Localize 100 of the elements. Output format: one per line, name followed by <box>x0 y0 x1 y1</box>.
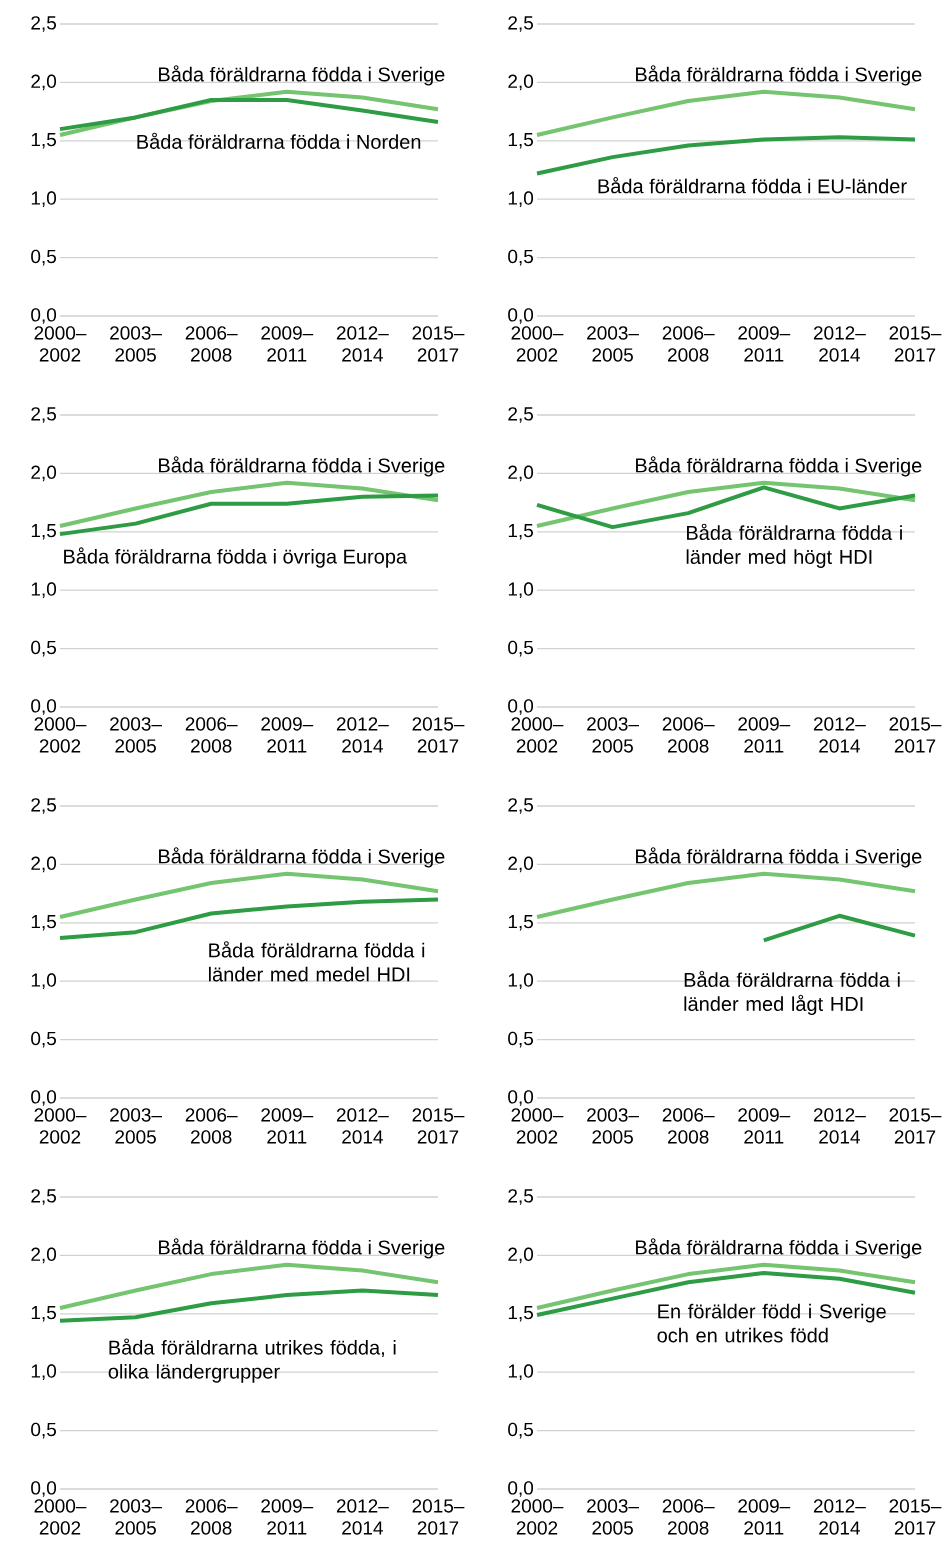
x-tick-label: 2012–2014 <box>813 1108 866 1144</box>
series-label: Båda föräldrarna födda i Sverige <box>636 456 922 477</box>
y-tick-label: 1,5 <box>508 1306 534 1322</box>
line-series <box>58 871 440 919</box>
y-tick-label: 0,0 <box>31 1481 57 1497</box>
y-tick-label: 0,0 <box>508 1090 534 1106</box>
y-tick-label: 0,5 <box>31 640 56 657</box>
y-tick-label: 2,0 <box>508 856 534 873</box>
y-tick-label: 2,5 <box>508 407 534 423</box>
x-tick-label: 2009–2011 <box>738 1499 791 1535</box>
x-tick-label: 2009–2011 <box>738 326 791 362</box>
series-label: Båda föräldrarna födda i Sverige <box>636 1238 922 1259</box>
x-tick-label: 2006–2008 <box>185 1108 238 1144</box>
x-tick-label: 2015–2017 <box>412 1499 465 1535</box>
x-tick-label: 2003–2005 <box>587 1499 639 1535</box>
x-tick-label: 2000–2002 <box>34 717 87 753</box>
y-tick-label: 1,5 <box>31 1306 56 1322</box>
y-tick-label: 2,5 <box>31 16 56 32</box>
y-tick-label: 2,5 <box>508 16 534 32</box>
x-tick-label: 2012–2014 <box>813 717 866 753</box>
y-tick-label: 1,5 <box>508 915 534 931</box>
y-tick-label: 2,0 <box>31 1247 57 1264</box>
x-tick-label: 2012–2014 <box>813 1499 866 1535</box>
y-tick-label: 2,0 <box>31 465 57 482</box>
y-tick-label: 2,0 <box>31 74 57 91</box>
x-tick-label: 2015–2017 <box>889 1108 942 1144</box>
line-series <box>58 897 440 940</box>
y-tick-label: 1,5 <box>31 915 56 931</box>
y-tick-label: 0,5 <box>31 1031 56 1048</box>
y-tick-label: 1,0 <box>31 191 57 208</box>
x-tick-label: 2003–2005 <box>110 717 162 753</box>
x-tick-label: 2003–2005 <box>110 326 162 362</box>
x-tick-label: 2012–2014 <box>336 326 389 362</box>
y-tick-label: 0,5 <box>508 1031 534 1048</box>
y-tick-label: 0,0 <box>31 699 57 715</box>
line-series <box>58 97 440 132</box>
x-tick-label: 2006–2008 <box>185 326 238 362</box>
x-tick-label: 2012–2014 <box>813 326 866 362</box>
x-tick-label: 2000–2002 <box>511 717 564 753</box>
y-tick-label: 0,5 <box>31 1422 56 1439</box>
x-tick-label: 2009–2011 <box>261 326 314 362</box>
x-tick-label: 2006–2008 <box>662 717 715 753</box>
x-tick-label: 2009–2011 <box>261 1499 314 1535</box>
x-tick-label: 2003–2005 <box>587 326 639 362</box>
y-tick-label: 2,5 <box>31 407 56 423</box>
x-tick-label: 2015–2017 <box>889 717 942 753</box>
x-tick-label: 2009–2011 <box>738 717 791 753</box>
y-tick-label: 0,5 <box>508 640 534 657</box>
x-tick-label: 2006–2008 <box>662 1499 715 1535</box>
y-tick-label: 1,0 <box>31 973 57 990</box>
x-tick-label: 2000–2002 <box>34 326 87 362</box>
y-tick-label: 0,5 <box>508 1422 534 1439</box>
x-tick-label: 2000–2002 <box>511 1108 564 1144</box>
y-tick-label: 2,0 <box>508 1247 534 1264</box>
x-tick-label: 2012–2014 <box>336 1108 389 1144</box>
x-tick-label: 2003–2005 <box>110 1499 162 1535</box>
y-tick-label: 0,0 <box>31 1090 57 1106</box>
y-tick-label: 0,0 <box>508 1481 534 1497</box>
y-tick-label: 1,5 <box>508 133 534 149</box>
x-tick-label: 2006–2008 <box>185 717 238 753</box>
series-label: Båda föräldrarna födda i EU-länder <box>598 177 907 194</box>
y-tick-label: 1,0 <box>508 1364 534 1381</box>
x-tick-label: 2009–2011 <box>261 1108 314 1144</box>
x-tick-label: 2000–2002 <box>34 1499 87 1535</box>
series-label: Båda föräldrarna födda i Sverige <box>159 847 445 868</box>
x-tick-label: 2000–2002 <box>34 1108 87 1144</box>
x-tick-label: 2006–2008 <box>662 1108 715 1144</box>
y-tick-label: 2,0 <box>31 856 57 873</box>
series-label: Båda föräldrarna födda i länder med medel HDI <box>208 941 425 982</box>
y-tick-label: 2,0 <box>508 465 534 482</box>
x-tick-label: 2000–2002 <box>511 326 564 362</box>
line-series <box>58 1262 440 1310</box>
x-tick-label: 2000–2002 <box>511 1499 564 1535</box>
y-tick-label: 2,5 <box>31 798 56 814</box>
y-tick-label: 2,5 <box>31 1189 56 1205</box>
series-label: Båda föräldrarna födda i Sverige <box>636 847 922 868</box>
series-label: Båda föräldrarna födda i Norden <box>137 132 421 149</box>
series-label: Båda föräldrarna födda i länder med högt HDI <box>686 523 902 568</box>
y-tick-label: 1,5 <box>31 133 56 149</box>
x-tick-label: 2003–2005 <box>110 1108 162 1144</box>
x-tick-label: 2003–2005 <box>587 717 639 753</box>
x-tick-label: 2015–2017 <box>412 326 465 362</box>
x-tick-label: 2006–2008 <box>185 1499 238 1535</box>
y-tick-label: 0,5 <box>31 249 56 266</box>
x-tick-label: 2015–2017 <box>412 1108 465 1144</box>
y-tick-label: 1,0 <box>508 191 534 208</box>
x-tick-label: 2006–2008 <box>662 326 715 362</box>
y-tick-label: 0,0 <box>508 308 534 324</box>
x-tick-label: 2009–2011 <box>738 1108 791 1144</box>
x-tick-label: 2012–2014 <box>336 717 389 753</box>
line-series <box>58 480 440 528</box>
y-tick-label: 1,0 <box>508 582 534 599</box>
series-label: Båda föräldrarna födda i Sverige <box>636 65 922 86</box>
y-tick-label: 0,5 <box>508 249 534 266</box>
y-tick-label: 1,0 <box>31 582 57 599</box>
line-series <box>58 1288 440 1323</box>
series-label: Båda föräldrarna födda i Sverige <box>159 65 445 86</box>
series-label: En förälder född i Sverige och en utrikes född <box>657 1303 886 1343</box>
line-series <box>535 135 918 176</box>
y-tick-label: 1,0 <box>31 1364 57 1381</box>
